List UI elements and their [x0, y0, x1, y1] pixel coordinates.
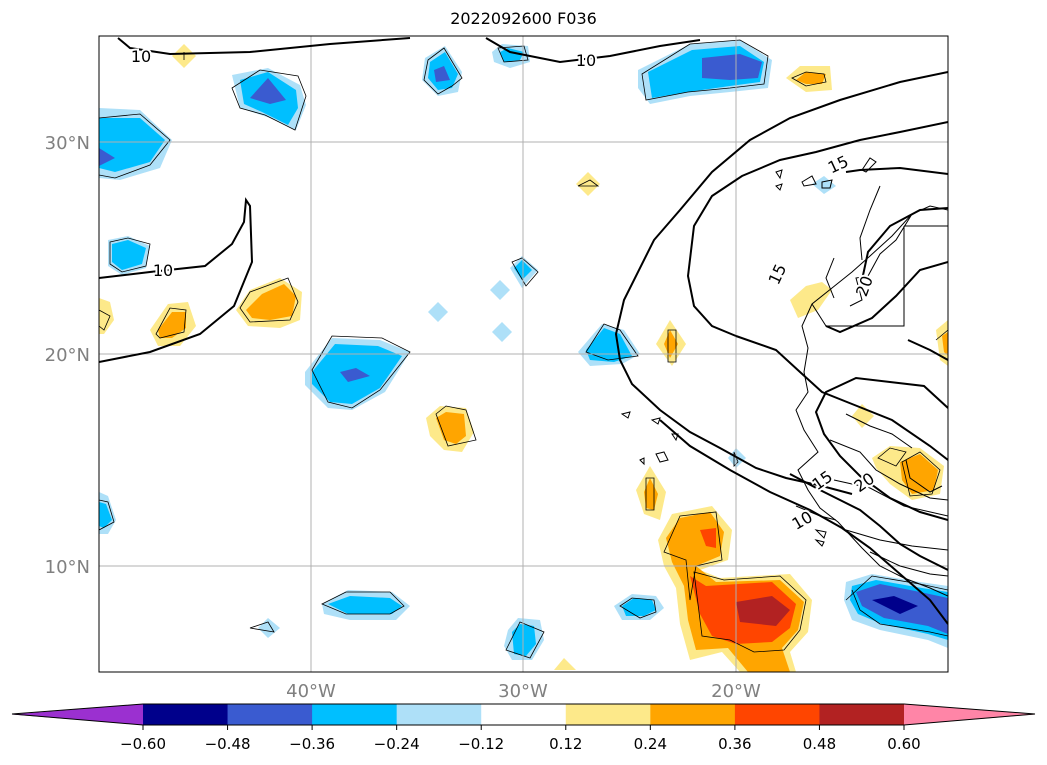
lat-label-10n: 10°N — [45, 557, 90, 578]
lat-label-20n: 20°N — [45, 345, 90, 366]
colorbar-tick-label: −0.36 — [289, 735, 335, 753]
colorbar-segment — [312, 704, 398, 725]
colorbar-tick-label: −0.12 — [458, 735, 504, 753]
colorbar-tick-label: 0.12 — [549, 735, 582, 753]
colorbar-segment — [734, 704, 820, 725]
colorbar-segment — [481, 704, 567, 725]
colorbar-tick-label: 0.36 — [718, 735, 751, 753]
colorbar-segment — [650, 704, 736, 725]
lon-label-40w: 40°W — [286, 681, 336, 702]
latitude-labels: 30°N 20°N 10°N — [45, 133, 90, 578]
contour-label: 10 — [576, 51, 596, 70]
colorbar-tick-label: −0.60 — [120, 735, 166, 753]
colorbar-segment — [396, 704, 482, 725]
contour-label: 10 — [131, 47, 151, 66]
colorbar-tick-label: 0.48 — [803, 735, 836, 753]
colorbar-tick-label: −0.24 — [374, 735, 420, 753]
colorbar-segment — [143, 704, 229, 725]
colorbar: −0.60 −0.48 −0.36 −0.24 −0.12 0.12 0.24 0.36 0.4… — [11, 703, 1036, 753]
colorbar-ticks: −0.60 −0.48 −0.36 −0.24 −0.12 0.12 0.24 0.36 0.4… — [120, 725, 921, 753]
gridlines — [99, 36, 948, 672]
colorbar-tick-label: 0.24 — [634, 735, 667, 753]
contour-label: 15 — [808, 467, 836, 494]
map-frame — [98, 35, 949, 673]
contour-label: 20 — [850, 469, 878, 496]
contour-label: 15 — [765, 261, 791, 287]
thick-isolines — [99, 37, 948, 625]
contour-label: 10 — [153, 261, 173, 280]
colorbar-segment — [227, 704, 313, 725]
contour-label: 15 — [825, 152, 851, 178]
positive-anomaly-shading — [99, 44, 948, 672]
map-title: 2022092600 F036 — [450, 9, 597, 28]
coastline — [620, 157, 948, 597]
lon-label-20w: 20°W — [711, 681, 761, 702]
colorbar-extend-min — [12, 704, 143, 725]
colorbar-segment — [819, 704, 905, 725]
colorbar-tick-label: −0.48 — [205, 735, 251, 753]
longitude-labels: 40°W 30°W 20°W — [286, 681, 761, 702]
anomaly-warm-blobs — [99, 44, 948, 672]
colorbar-tick-label: 0.60 — [887, 735, 920, 753]
colorbar-extend-max — [904, 704, 1035, 725]
lon-label-30w: 30°W — [498, 681, 548, 702]
colorbar-segment — [565, 704, 651, 725]
contour-label: 20 — [852, 273, 877, 299]
colorbar-segments — [12, 704, 1035, 725]
thin-contours — [99, 39, 948, 659]
lat-label-30n: 30°N — [45, 133, 90, 154]
